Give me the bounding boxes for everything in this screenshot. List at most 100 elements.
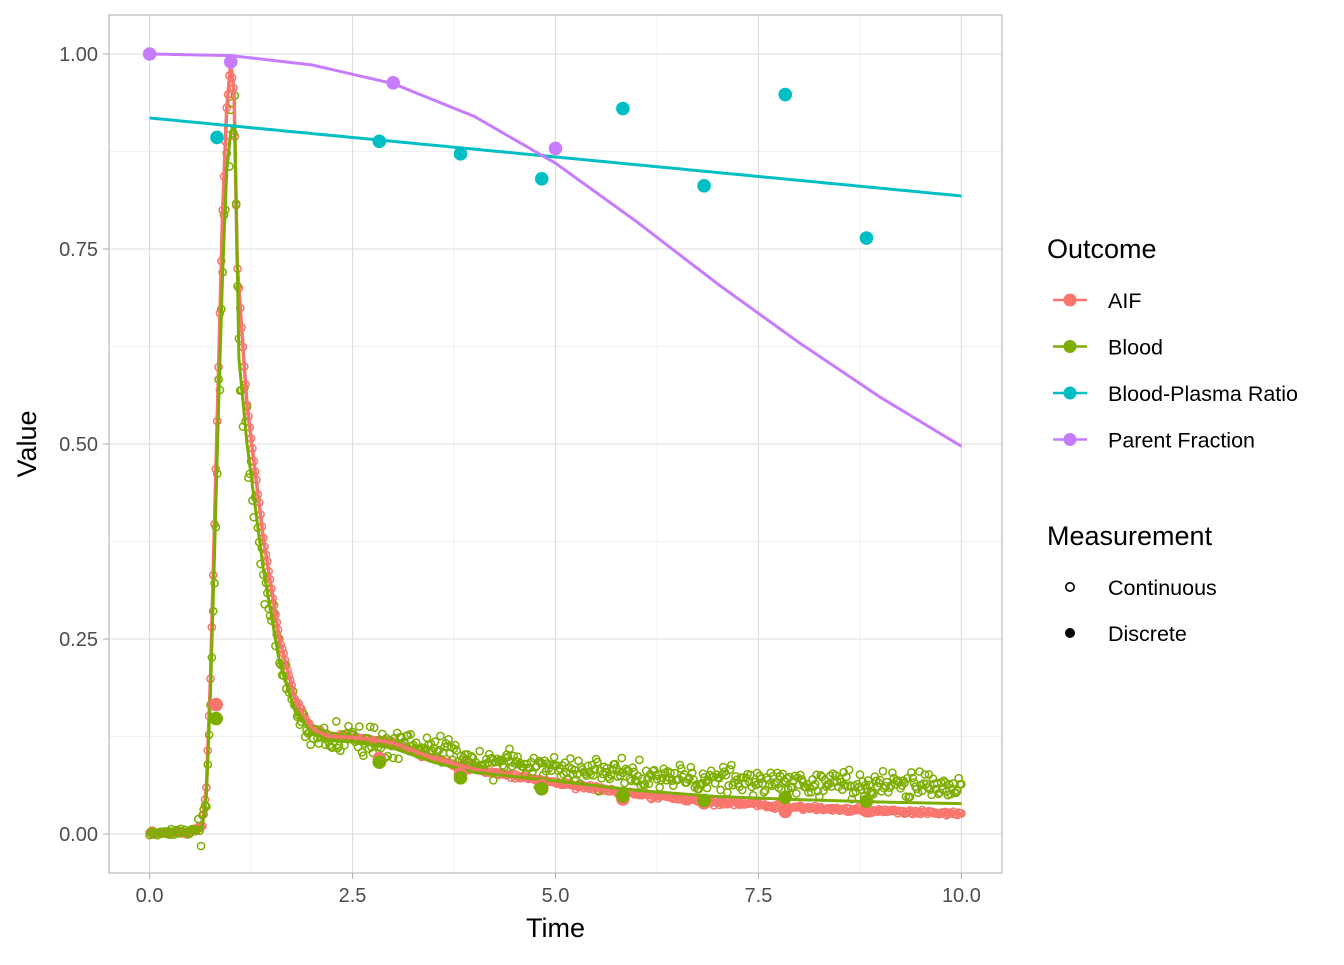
- legend-label: Continuous: [1108, 576, 1217, 600]
- continuous-point: [354, 722, 364, 731]
- continuous-point: [359, 751, 368, 761]
- continuous-point: [467, 751, 476, 761]
- legend-measurement-title: Measurement: [1047, 521, 1213, 551]
- continuous-point: [365, 722, 375, 732]
- continuous-point: [505, 744, 514, 754]
- legend-label: AIF: [1108, 289, 1141, 313]
- discrete-point: [534, 781, 549, 796]
- continuous-point: [256, 559, 265, 569]
- legend-label: Blood: [1108, 336, 1163, 360]
- continuous-point: [610, 759, 620, 769]
- continuous-point: [530, 762, 540, 772]
- continuous-point: [583, 761, 593, 771]
- legend-outcome-title: Outcome: [1047, 234, 1157, 264]
- discrete-point: [372, 134, 387, 149]
- legend-key-point: [1063, 293, 1077, 307]
- continuous-point: [451, 740, 460, 750]
- continuous-point: [635, 755, 644, 765]
- continuous-point: [902, 773, 912, 783]
- y-tick-label: 0.75: [59, 239, 98, 261]
- continuous-point: [331, 717, 341, 726]
- continuous-point: [920, 770, 930, 779]
- fit-line-blood: [149, 122, 962, 836]
- continuous-point: [842, 772, 851, 782]
- continuous-point: [913, 788, 923, 798]
- legend-key-point: [1063, 433, 1077, 446]
- discrete-point: [209, 711, 223, 726]
- legend-key-discrete: Discrete: [1065, 622, 1187, 646]
- continuous-point: [344, 721, 353, 731]
- legend: Outcome AIF Blood Blood-Plasma Ratio Parent…: [1047, 234, 1298, 646]
- continuous-point: [617, 753, 627, 763]
- x-tick-label: 0.0: [136, 885, 164, 907]
- x-tick-label: 5.0: [542, 885, 570, 907]
- legend-key-parent-fraction: Parent Fraction: [1053, 429, 1255, 453]
- fit-line-blood-plasma-ratio: [149, 116, 962, 198]
- continuous-point: [549, 752, 559, 762]
- legend-key-continuous: Continuous: [1065, 576, 1217, 600]
- x-tick-label: 7.5: [745, 885, 773, 907]
- continuous-point: [791, 789, 801, 798]
- plot-area: [142, 47, 966, 851]
- continuous-point: [729, 778, 739, 787]
- y-tick-label: 1.00: [59, 44, 98, 66]
- discrete-point: [142, 47, 157, 61]
- continuous-point: [406, 730, 416, 739]
- continuous-point: [759, 787, 769, 797]
- legend-label: Blood-Plasma Ratio: [1108, 382, 1298, 406]
- continuous-point: [452, 745, 462, 755]
- discrete-point: [209, 697, 223, 712]
- x-tick-label: 2.5: [339, 885, 367, 907]
- continuous-point: [727, 760, 736, 770]
- continuous-point: [566, 754, 575, 763]
- legend-label: Discrete: [1108, 622, 1187, 646]
- legend-key-blood-plasma-ratio: Blood-Plasma Ratio: [1053, 382, 1298, 406]
- continuous-point: [867, 788, 877, 798]
- series-continuous-blood: [145, 91, 966, 851]
- continuous-point: [869, 789, 878, 799]
- continuous-point: [957, 779, 966, 789]
- continuous-point: [593, 757, 602, 767]
- y-tick-label: 0.25: [59, 629, 98, 651]
- continuous-point: [812, 770, 821, 780]
- continuous-point: [683, 775, 693, 784]
- y-tick-label: 0.50: [59, 434, 98, 456]
- legend-key-filled-point: [1065, 628, 1075, 638]
- continuous-point: [813, 786, 823, 796]
- discrete-point: [386, 76, 400, 90]
- x-tick-label: 10.0: [942, 885, 981, 907]
- continuous-point: [475, 746, 485, 756]
- continuous-point: [796, 770, 805, 780]
- legend-key-blood: Blood: [1053, 336, 1163, 360]
- discrete-point: [453, 771, 468, 785]
- legend-key-open-point: [1065, 581, 1076, 592]
- continuous-point: [925, 785, 935, 795]
- discrete-point: [859, 803, 874, 818]
- legend-key-point: [1063, 386, 1077, 400]
- continuous-point: [433, 747, 443, 756]
- legend-outcome-keys: AIF Blood Blood-Plasma Ratio Parent Fractio…: [1053, 289, 1298, 453]
- continuous-point: [863, 776, 873, 785]
- continuous-point: [444, 735, 453, 744]
- continuous-point: [336, 746, 345, 756]
- continuous-point: [847, 794, 857, 804]
- continuous-point: [878, 766, 888, 776]
- continuous-point: [760, 786, 770, 795]
- continuous-point: [626, 776, 636, 786]
- continuous-point: [900, 778, 909, 788]
- series-discrete-blood: [209, 711, 874, 809]
- continuous-point: [906, 767, 916, 777]
- series-discrete-parent-fraction: [142, 47, 563, 156]
- discrete-point: [616, 101, 630, 116]
- continuous-point: [721, 770, 731, 780]
- continuous-point: [589, 771, 598, 780]
- series-discrete-blood-plasma-ratio: [210, 87, 874, 245]
- continuous-point: [628, 763, 637, 773]
- discrete-point: [778, 790, 793, 805]
- continuous-point: [886, 781, 896, 791]
- discrete-point: [616, 788, 630, 803]
- continuous-point: [908, 773, 918, 783]
